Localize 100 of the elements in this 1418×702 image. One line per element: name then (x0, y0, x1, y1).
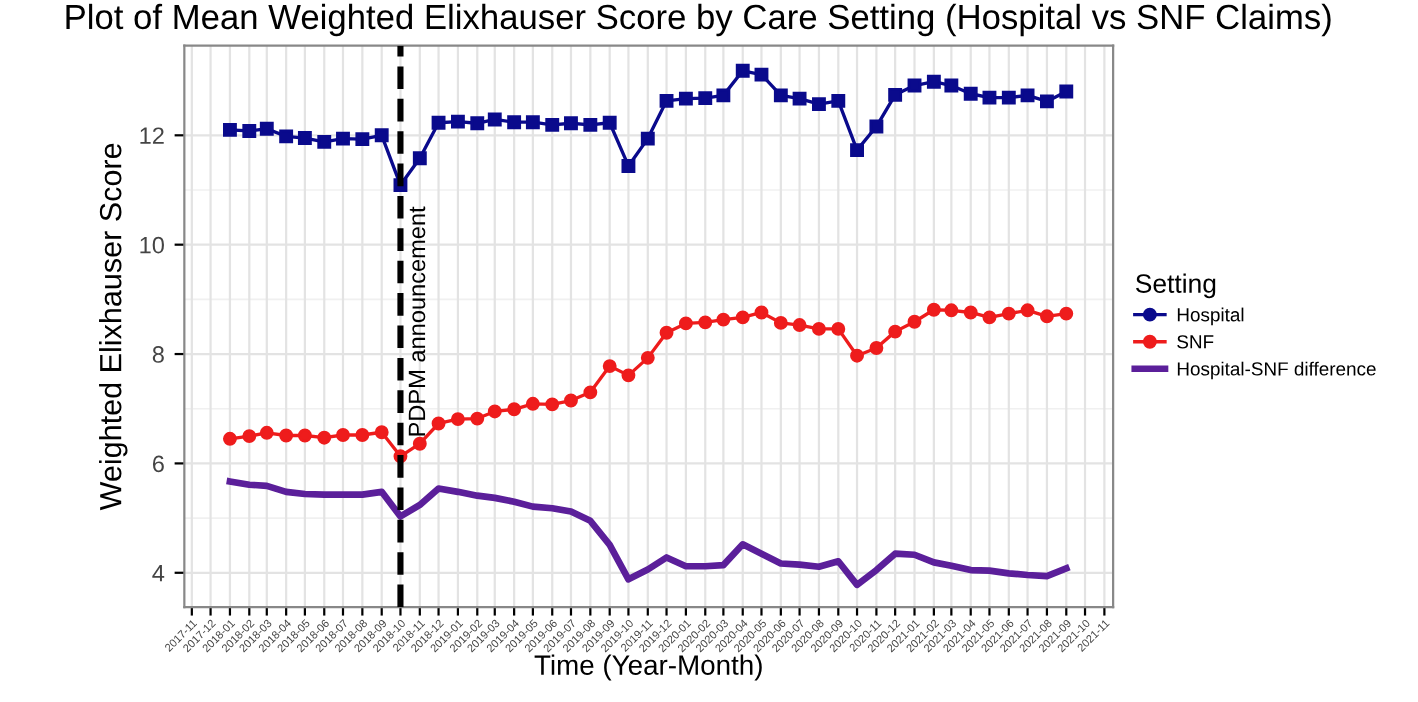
point (698, 91, 713, 106)
point (678, 316, 693, 331)
point (450, 412, 465, 427)
point (242, 123, 257, 138)
point (792, 318, 807, 333)
y-tick-label: 6 (152, 455, 164, 473)
point (1020, 303, 1035, 318)
point (279, 129, 294, 144)
point (279, 428, 294, 443)
point (716, 88, 731, 103)
point (507, 402, 522, 417)
point (754, 305, 769, 320)
y-axis-title: Weighted Elixhauser Score (99, 143, 128, 511)
point (907, 314, 922, 329)
point (545, 397, 560, 412)
point (487, 404, 502, 419)
point (678, 91, 693, 106)
y-tick-label: 12 (140, 127, 164, 144)
point (621, 368, 636, 383)
point (735, 63, 750, 78)
point (317, 134, 332, 149)
point (659, 93, 674, 108)
chart-title: Plot of Mean Weighted Elixhauser Score by Care Setting (Hospital vs SNF Claims) (66, 3, 1331, 37)
point (222, 122, 237, 137)
point (640, 131, 655, 146)
point (869, 341, 884, 355)
point (412, 151, 427, 166)
point (259, 425, 274, 440)
point (982, 310, 997, 325)
point (374, 128, 389, 143)
legend-label: SNF (1177, 335, 1214, 349)
point (831, 93, 846, 108)
point (507, 115, 522, 130)
y-tick-label: 4 (152, 565, 165, 582)
point (602, 359, 617, 374)
point (525, 115, 540, 130)
point (1020, 88, 1035, 103)
point (487, 112, 502, 127)
point (812, 97, 826, 112)
point (602, 115, 617, 130)
point (773, 315, 788, 330)
point (698, 315, 713, 330)
legend-label: Hospital-SNF difference (1177, 361, 1376, 380)
point (450, 114, 465, 129)
point (355, 132, 370, 147)
point (431, 416, 446, 431)
legend-label: Hospital (1177, 307, 1244, 326)
point (259, 121, 274, 136)
point (1001, 90, 1016, 105)
point (525, 396, 540, 411)
point (470, 116, 485, 131)
point (355, 428, 370, 442)
point (944, 303, 959, 318)
point (926, 74, 941, 89)
point (659, 325, 674, 340)
point (412, 436, 427, 451)
point (564, 116, 578, 131)
point (982, 90, 997, 105)
point (963, 305, 978, 320)
point (869, 119, 884, 134)
y-tick-label: 10 (140, 236, 164, 254)
point (297, 428, 312, 443)
point (944, 78, 959, 93)
point (621, 158, 636, 173)
point (564, 393, 578, 408)
point (336, 131, 350, 146)
point (640, 350, 655, 365)
point (888, 324, 903, 339)
point (1039, 94, 1054, 109)
point (773, 88, 788, 103)
point (583, 385, 598, 400)
point (831, 321, 846, 336)
point (583, 117, 598, 132)
point (792, 91, 807, 106)
point (336, 428, 350, 442)
ref-line-label: PDPM announcement (408, 206, 426, 436)
point (754, 67, 769, 82)
point (888, 87, 903, 102)
point (1059, 306, 1074, 321)
point (1039, 309, 1054, 324)
point (1059, 84, 1074, 99)
point (431, 115, 446, 130)
y-tick-label: 8 (152, 346, 164, 363)
point (470, 411, 485, 426)
legend-title: Setting (1135, 273, 1216, 299)
point (317, 430, 332, 445)
point (735, 310, 750, 325)
point (1001, 306, 1016, 321)
point (374, 425, 389, 440)
line-series (226, 478, 1070, 589)
x-axis-title: Time (Year-Month) (534, 654, 762, 681)
point (716, 312, 731, 327)
point (926, 302, 941, 317)
point (545, 117, 560, 132)
point (850, 143, 864, 158)
point (812, 321, 826, 336)
point (242, 429, 257, 444)
point (850, 348, 864, 363)
point (963, 86, 978, 101)
point (297, 131, 312, 145)
